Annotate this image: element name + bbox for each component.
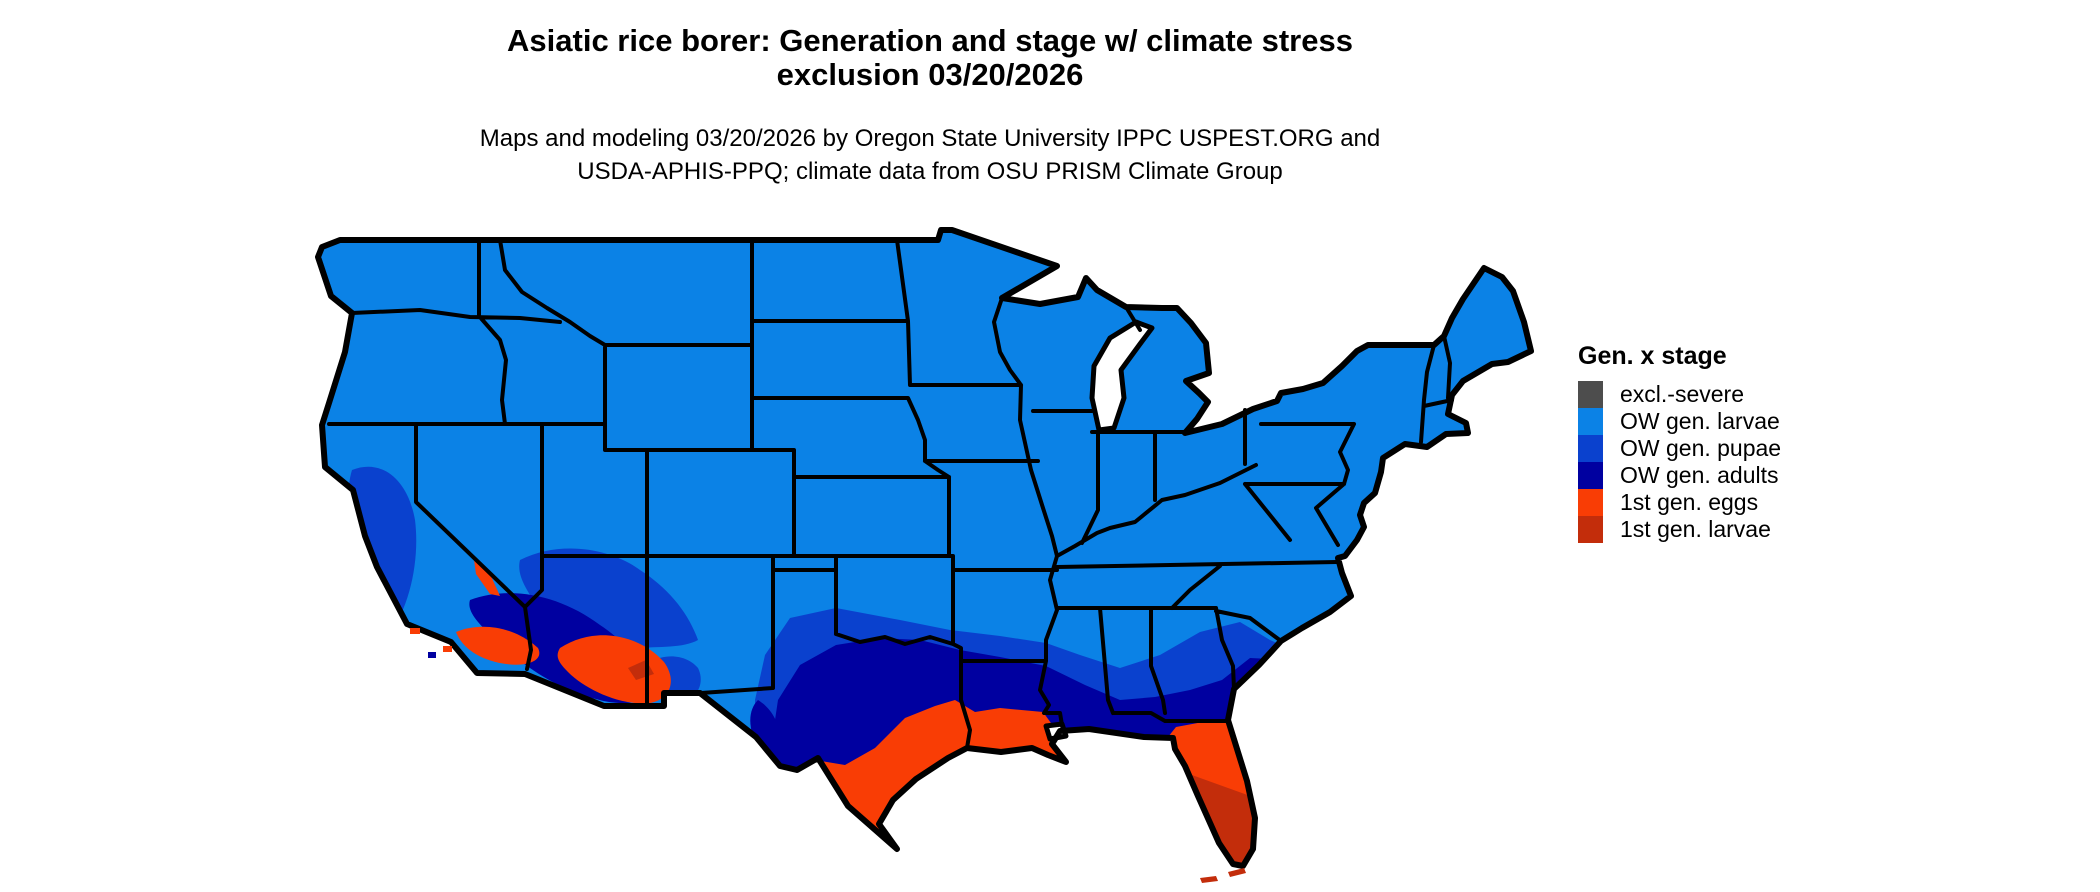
legend-label: 1st gen. larvae bbox=[1620, 516, 1771, 542]
lake-michigan bbox=[1089, 319, 1155, 433]
legend-item: excl.-severe bbox=[1578, 381, 1781, 408]
us-outline bbox=[315, 227, 1534, 869]
legend-item: 1st gen. larvae bbox=[1578, 516, 1781, 543]
legend-swatch-ow-larvae bbox=[1578, 408, 1603, 435]
legend-label: OW gen. adults bbox=[1620, 462, 1779, 488]
legend-swatch-1st-eggs bbox=[1578, 489, 1603, 516]
legend: Gen. x stage excl.-severe OW gen. larvae… bbox=[1578, 342, 1781, 543]
title-line-2: exclusion 03/20/2026 bbox=[776, 57, 1084, 92]
state-borders bbox=[327, 238, 1454, 750]
legend-label: 1st gen. eggs bbox=[1620, 489, 1759, 515]
legend-item: OW gen. pupae bbox=[1578, 435, 1781, 462]
channel-islands bbox=[410, 628, 452, 658]
subtitle-line-1: Maps and modeling 03/20/2026 by Oregon S… bbox=[479, 125, 1381, 152]
legend-item: 1st gen. eggs bbox=[1578, 489, 1781, 516]
legend-swatch-ow-pupae bbox=[1578, 435, 1603, 462]
subtitle-line-2: USDA-APHIS-PPQ; climate data from OSU PR… bbox=[577, 158, 1283, 185]
us-regions bbox=[318, 230, 1531, 866]
legend-swatch-ow-adults bbox=[1578, 462, 1603, 489]
legend-label: excl.-severe bbox=[1620, 381, 1744, 407]
legend-item: OW gen. adults bbox=[1578, 462, 1781, 489]
legend-swatch-1st-larvae bbox=[1578, 516, 1603, 543]
legend-label: OW gen. pupae bbox=[1620, 435, 1782, 461]
legend-label: OW gen. larvae bbox=[1620, 408, 1780, 434]
legend-title: Gen. x stage bbox=[1578, 342, 1727, 370]
legend-items: excl.-severe OW gen. larvae OW gen. pupa… bbox=[1578, 381, 1781, 543]
great-lakes bbox=[1043, 319, 1155, 742]
title-line-1: Asiatic rice borer: Generation and stage… bbox=[507, 23, 1353, 58]
legend-swatch-excl-severe bbox=[1578, 381, 1603, 408]
page-title: Asiatic rice borer: Generation and stage… bbox=[0, 24, 1860, 92]
page-subtitle: Maps and modeling 03/20/2026 by Oregon S… bbox=[0, 122, 1860, 188]
florida-keys bbox=[1200, 868, 1246, 883]
legend-item: OW gen. larvae bbox=[1578, 408, 1781, 435]
